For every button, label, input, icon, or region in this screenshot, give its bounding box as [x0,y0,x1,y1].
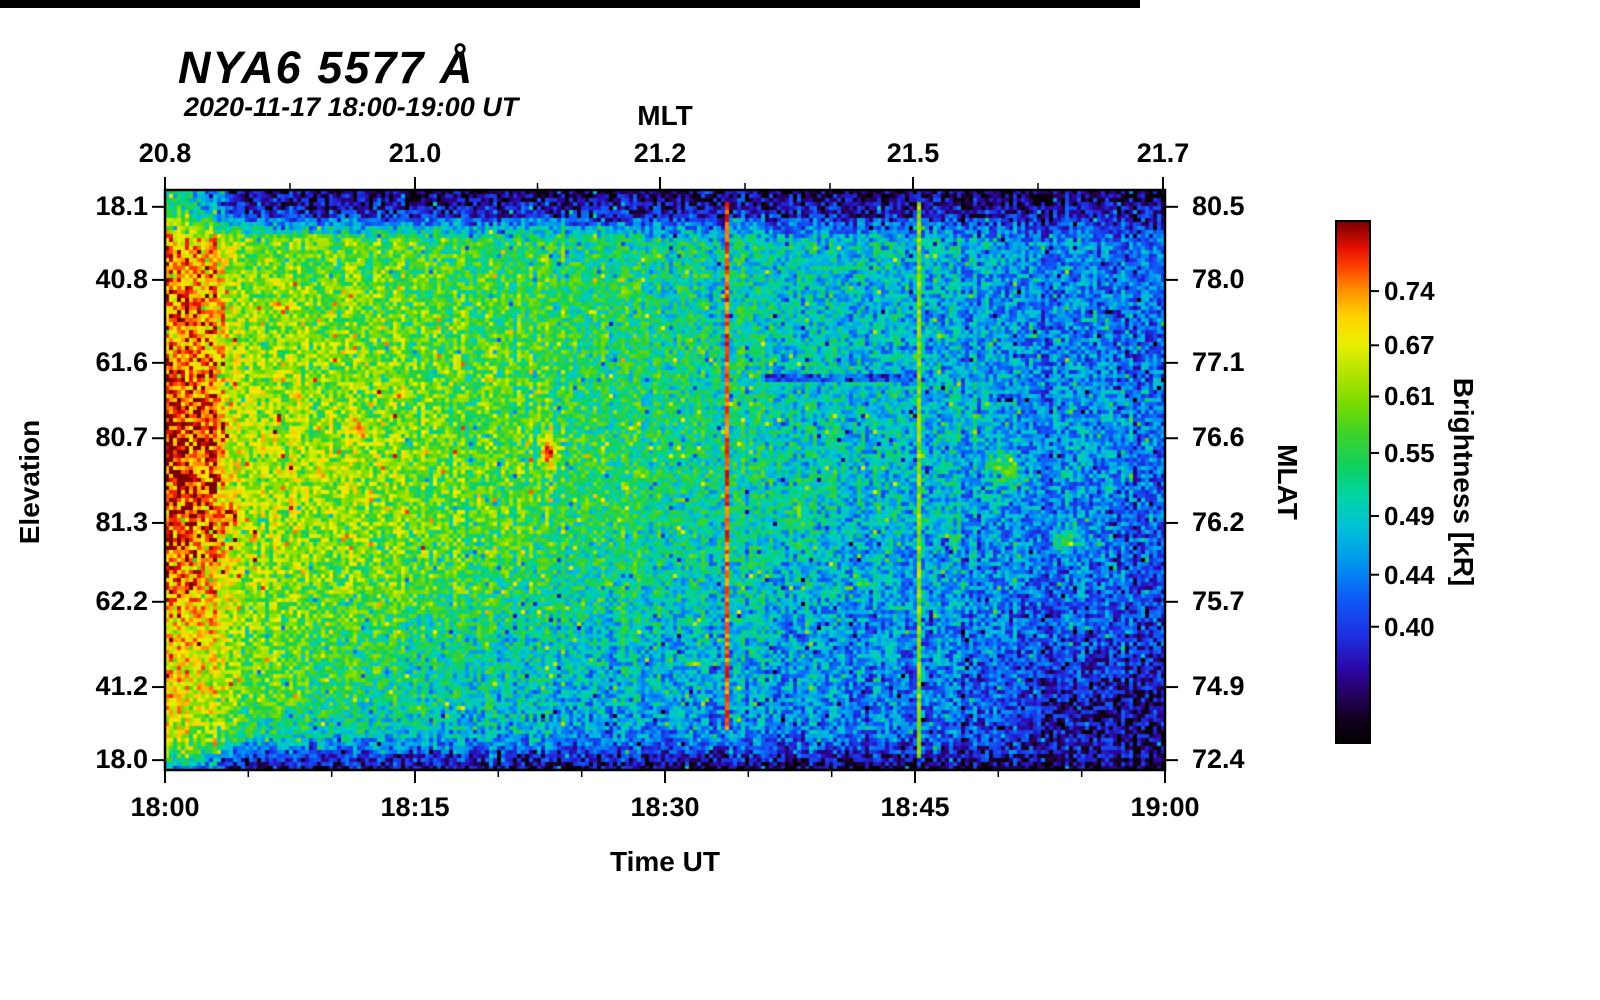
colorbar-tick-label: 0.61 [1384,381,1435,412]
chart-title: NYA6 5577 Å [178,42,475,93]
top-tick-label: 21.2 [633,138,687,168]
bottom-axis-label: Time UT [610,846,720,877]
right-axis-label: MLAT [1272,444,1303,520]
colorbar-tick-label: 0.40 [1384,611,1435,642]
colorbar-tick-label: 0.55 [1384,437,1435,468]
right-tick-label: 74.9 [1192,671,1245,702]
left-tick-label: 41.2 [95,671,148,702]
colorbar-tick-label: 0.44 [1384,559,1435,590]
top-tick-label: 21.0 [388,138,442,168]
chart-subtitle: 2020-11-17 18:00-19:00 UT [184,92,519,122]
heatmap-canvas [165,190,1165,770]
top-axis-label: MLT [637,100,693,131]
left-tick-label: 61.6 [95,346,148,377]
right-tick-label: 72.4 [1192,744,1245,775]
top-tick-label: 21.7 [1136,138,1190,168]
right-tick-label: 75.7 [1192,585,1245,616]
colorbar-tick-label: 0.67 [1384,330,1435,361]
colorbar-canvas [1335,220,1371,744]
bottom-tick-label: 18:45 [880,792,950,822]
colorbar-tick-label: 0.49 [1384,501,1435,531]
top-edge-strip [0,0,1140,8]
right-tick-label: 80.5 [1192,190,1245,221]
top-tick-label: 20.8 [138,138,192,168]
bottom-tick-label: 18:15 [380,792,450,822]
bottom-tick-label: 19:00 [1130,792,1200,822]
top-tick-label: 21.5 [886,138,940,168]
colorbar-tick-label: 0.74 [1384,276,1435,307]
bottom-tick-label: 18:00 [130,792,200,822]
right-tick-label: 76.6 [1192,422,1245,453]
left-tick-label: 81.3 [95,506,148,537]
left-tick-label: 62.2 [95,585,148,616]
left-tick-label: 40.8 [95,263,148,294]
right-tick-label: 78.0 [1192,263,1245,294]
left-tick-label: 18.1 [95,190,148,221]
colorbar-label: Brightness [kR] [1448,377,1479,587]
right-tick-label: 77.1 [1192,346,1245,377]
bottom-tick-label: 18:30 [630,792,700,822]
right-tick-label: 76.2 [1192,506,1245,537]
left-tick-label: 18.0 [95,744,148,775]
left-tick-label: 80.7 [95,422,148,453]
